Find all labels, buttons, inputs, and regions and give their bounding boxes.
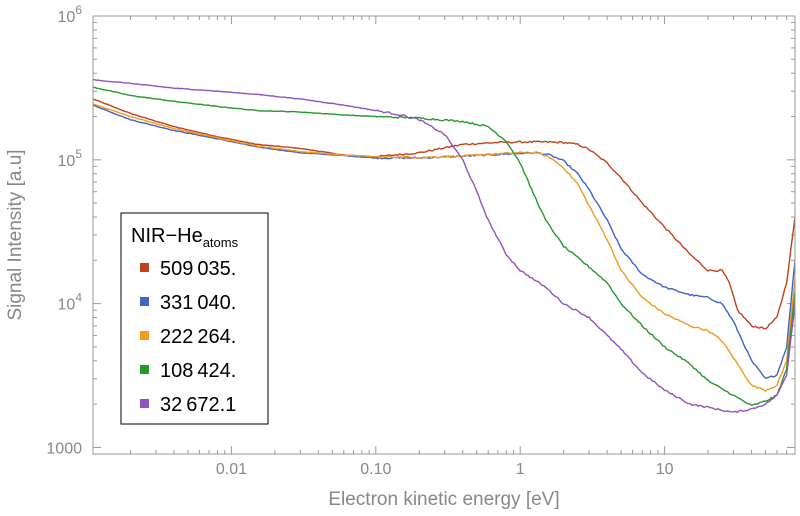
x-tick-label: 10 (656, 461, 674, 478)
legend-swatch (140, 399, 149, 408)
legend-title-main: NIR−He (131, 225, 203, 247)
legend-title-sub: atoms (203, 235, 239, 250)
x-tick-label: 0.10 (360, 461, 391, 478)
legend-box (120, 212, 269, 425)
series-layer (93, 78, 795, 414)
legend-swatch (140, 297, 149, 306)
y-axis-label: Signal Intensity [a.u] (5, 149, 26, 320)
legend-title: NIR−Heatoms (131, 225, 239, 250)
series-line (93, 78, 795, 414)
y-tick-label-exponent: 5 (75, 147, 82, 161)
legend-label: 108 424. (160, 360, 236, 382)
legend-label: 222 264. (160, 326, 236, 348)
x-tick-label: 1 (516, 461, 525, 478)
y-tick-label-exponent: 4 (75, 291, 82, 305)
y-tick-label-base: 10 (58, 297, 76, 314)
plot-frame (92, 15, 796, 455)
legend-swatch (140, 263, 149, 272)
series-line (93, 103, 795, 392)
y-tick-label: 104 (58, 291, 83, 314)
y-tick-label: 1000 (46, 440, 82, 457)
legend: NIR−Heatoms 509 035. 331 040. 222 264. 108 … (120, 212, 269, 425)
y-tick-label: 106 (58, 3, 83, 26)
legend-swatch (140, 365, 149, 374)
y-tick-label-base: 10 (58, 9, 76, 26)
legend-label: 331 040. (160, 292, 236, 314)
y-tick-label: 105 (58, 147, 83, 170)
series-line (93, 86, 795, 406)
y-tick-label-exponent: 6 (75, 3, 82, 17)
legend-label: 32 672.1 (160, 394, 236, 416)
legend-items: 509 035. 331 040. 222 264. 108 424. 32 672.1 (140, 258, 236, 416)
x-tick-label: 0.01 (216, 461, 247, 478)
series-line (93, 98, 795, 330)
y-tick-label-base: 10 (58, 153, 76, 170)
legend-label: 509 035. (160, 258, 236, 280)
x-axis-label: Electron kinetic energy [eV] (328, 489, 559, 510)
legend-swatch (140, 331, 149, 340)
